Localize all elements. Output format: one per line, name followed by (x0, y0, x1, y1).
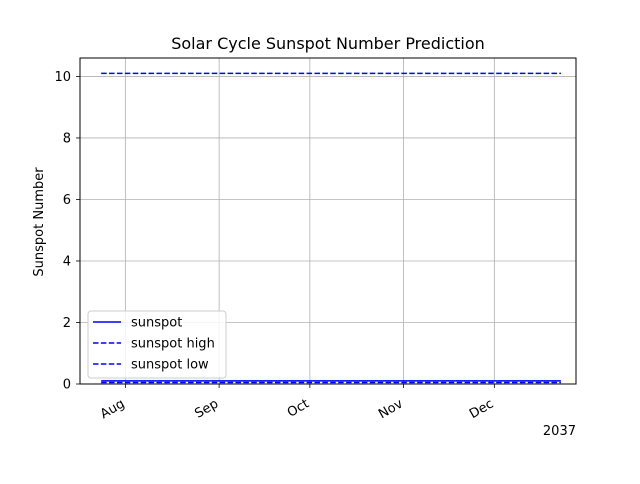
y-tick-label: 2 (63, 316, 71, 331)
y-tick-label: 4 (63, 254, 71, 269)
legend-label-2: sunspot low (131, 358, 209, 373)
series-layer (101, 72, 561, 384)
y-tick-label: 10 (54, 70, 71, 85)
y-tick-label: 6 (63, 193, 71, 208)
chart-title: Solar Cycle Sunspot Number Prediction (171, 34, 485, 53)
y-tick-label: 8 (63, 131, 71, 146)
x-tick-label: Aug (98, 396, 127, 422)
x-offset-label: 2037 (543, 424, 576, 439)
legend: sunspot sunspot high sunspot low (87, 310, 227, 379)
x-tick-label: Nov (376, 396, 406, 422)
y-axis-label: Sunspot Number (32, 167, 47, 277)
legend-box (87, 310, 227, 379)
legend-label-1: sunspot high (131, 337, 215, 352)
legend-label-0: sunspot (131, 316, 182, 331)
x-tick-label: Sep (192, 396, 221, 421)
y-tick-label: 0 (63, 378, 71, 393)
plot-frame (79, 57, 577, 385)
x-tick-label: Dec (467, 396, 496, 422)
x-tick-label: Oct (285, 396, 312, 420)
